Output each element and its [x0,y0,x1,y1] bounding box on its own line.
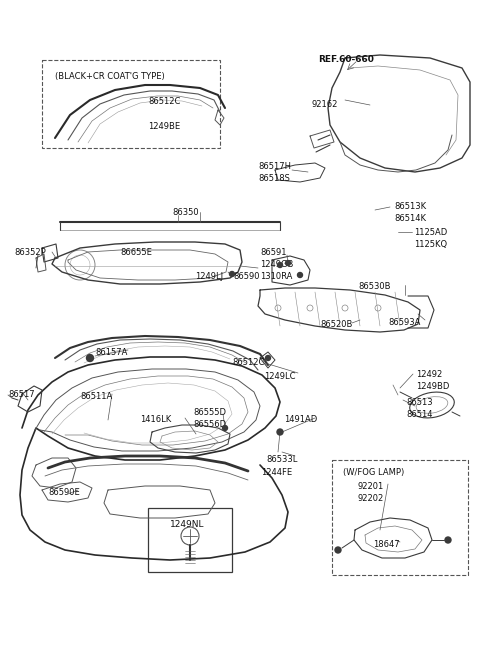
Text: 86511A: 86511A [80,392,112,401]
Text: 86517: 86517 [8,390,35,399]
Circle shape [277,263,283,267]
Circle shape [229,272,235,276]
Text: 92201: 92201 [358,482,384,491]
Text: 92162: 92162 [312,100,338,109]
Text: 1249NL: 1249NL [170,520,204,529]
Bar [148,508,232,572]
Text: 86530B: 86530B [358,282,391,291]
Text: 86513K: 86513K [394,202,426,211]
Text: 86593A: 86593A [388,318,420,327]
Circle shape [298,272,302,278]
Circle shape [445,537,451,543]
Circle shape [86,354,94,362]
Ellipse shape [410,392,454,418]
Text: 86350: 86350 [172,208,199,217]
Bar [42,60,220,148]
Text: (BLACK+CR COAT'G TYPE): (BLACK+CR COAT'G TYPE) [55,72,165,81]
Text: 1491AD: 1491AD [284,415,317,424]
Text: 1244FE: 1244FE [261,468,292,477]
Text: 1125AD: 1125AD [414,228,447,237]
Circle shape [277,429,283,435]
Text: 86513: 86513 [406,398,432,407]
Text: 1249BE: 1249BE [148,122,180,131]
Circle shape [223,426,228,430]
Text: 86514: 86514 [406,410,432,419]
Text: 1125KQ: 1125KQ [414,240,447,249]
Text: 18647: 18647 [373,540,400,549]
Bar [332,460,468,575]
Circle shape [335,547,341,553]
Text: 86157A: 86157A [95,348,127,357]
Text: 1416LK: 1416LK [140,415,171,424]
Text: 86518S: 86518S [258,174,290,183]
Text: 86512C: 86512C [232,358,264,367]
Text: 86556D: 86556D [193,420,226,429]
Text: 86555D: 86555D [193,408,226,417]
Text: 1249LJ: 1249LJ [195,272,223,281]
Text: 86520B: 86520B [320,320,352,329]
Ellipse shape [416,397,448,413]
Text: 92202: 92202 [358,494,384,503]
Text: (W/FOG LAMP): (W/FOG LAMP) [343,468,404,477]
Text: 86514K: 86514K [394,214,426,223]
Text: 1249GB: 1249GB [260,260,293,269]
Text: 1310RA: 1310RA [260,272,292,281]
Circle shape [265,356,271,360]
Text: REF.60-660: REF.60-660 [318,55,374,64]
Text: 12492: 12492 [416,370,442,379]
Text: 86590E: 86590E [48,488,80,497]
Text: 1249LC: 1249LC [264,372,296,381]
Text: 86590: 86590 [233,272,260,281]
Text: 86512C: 86512C [148,97,180,106]
Text: 86655E: 86655E [120,248,152,257]
Text: 86517H: 86517H [258,162,291,171]
Circle shape [286,261,290,265]
Text: 86591: 86591 [260,248,287,257]
Text: 86533L: 86533L [266,455,298,464]
Text: 86352P: 86352P [14,248,46,257]
Text: 1249BD: 1249BD [416,382,449,391]
